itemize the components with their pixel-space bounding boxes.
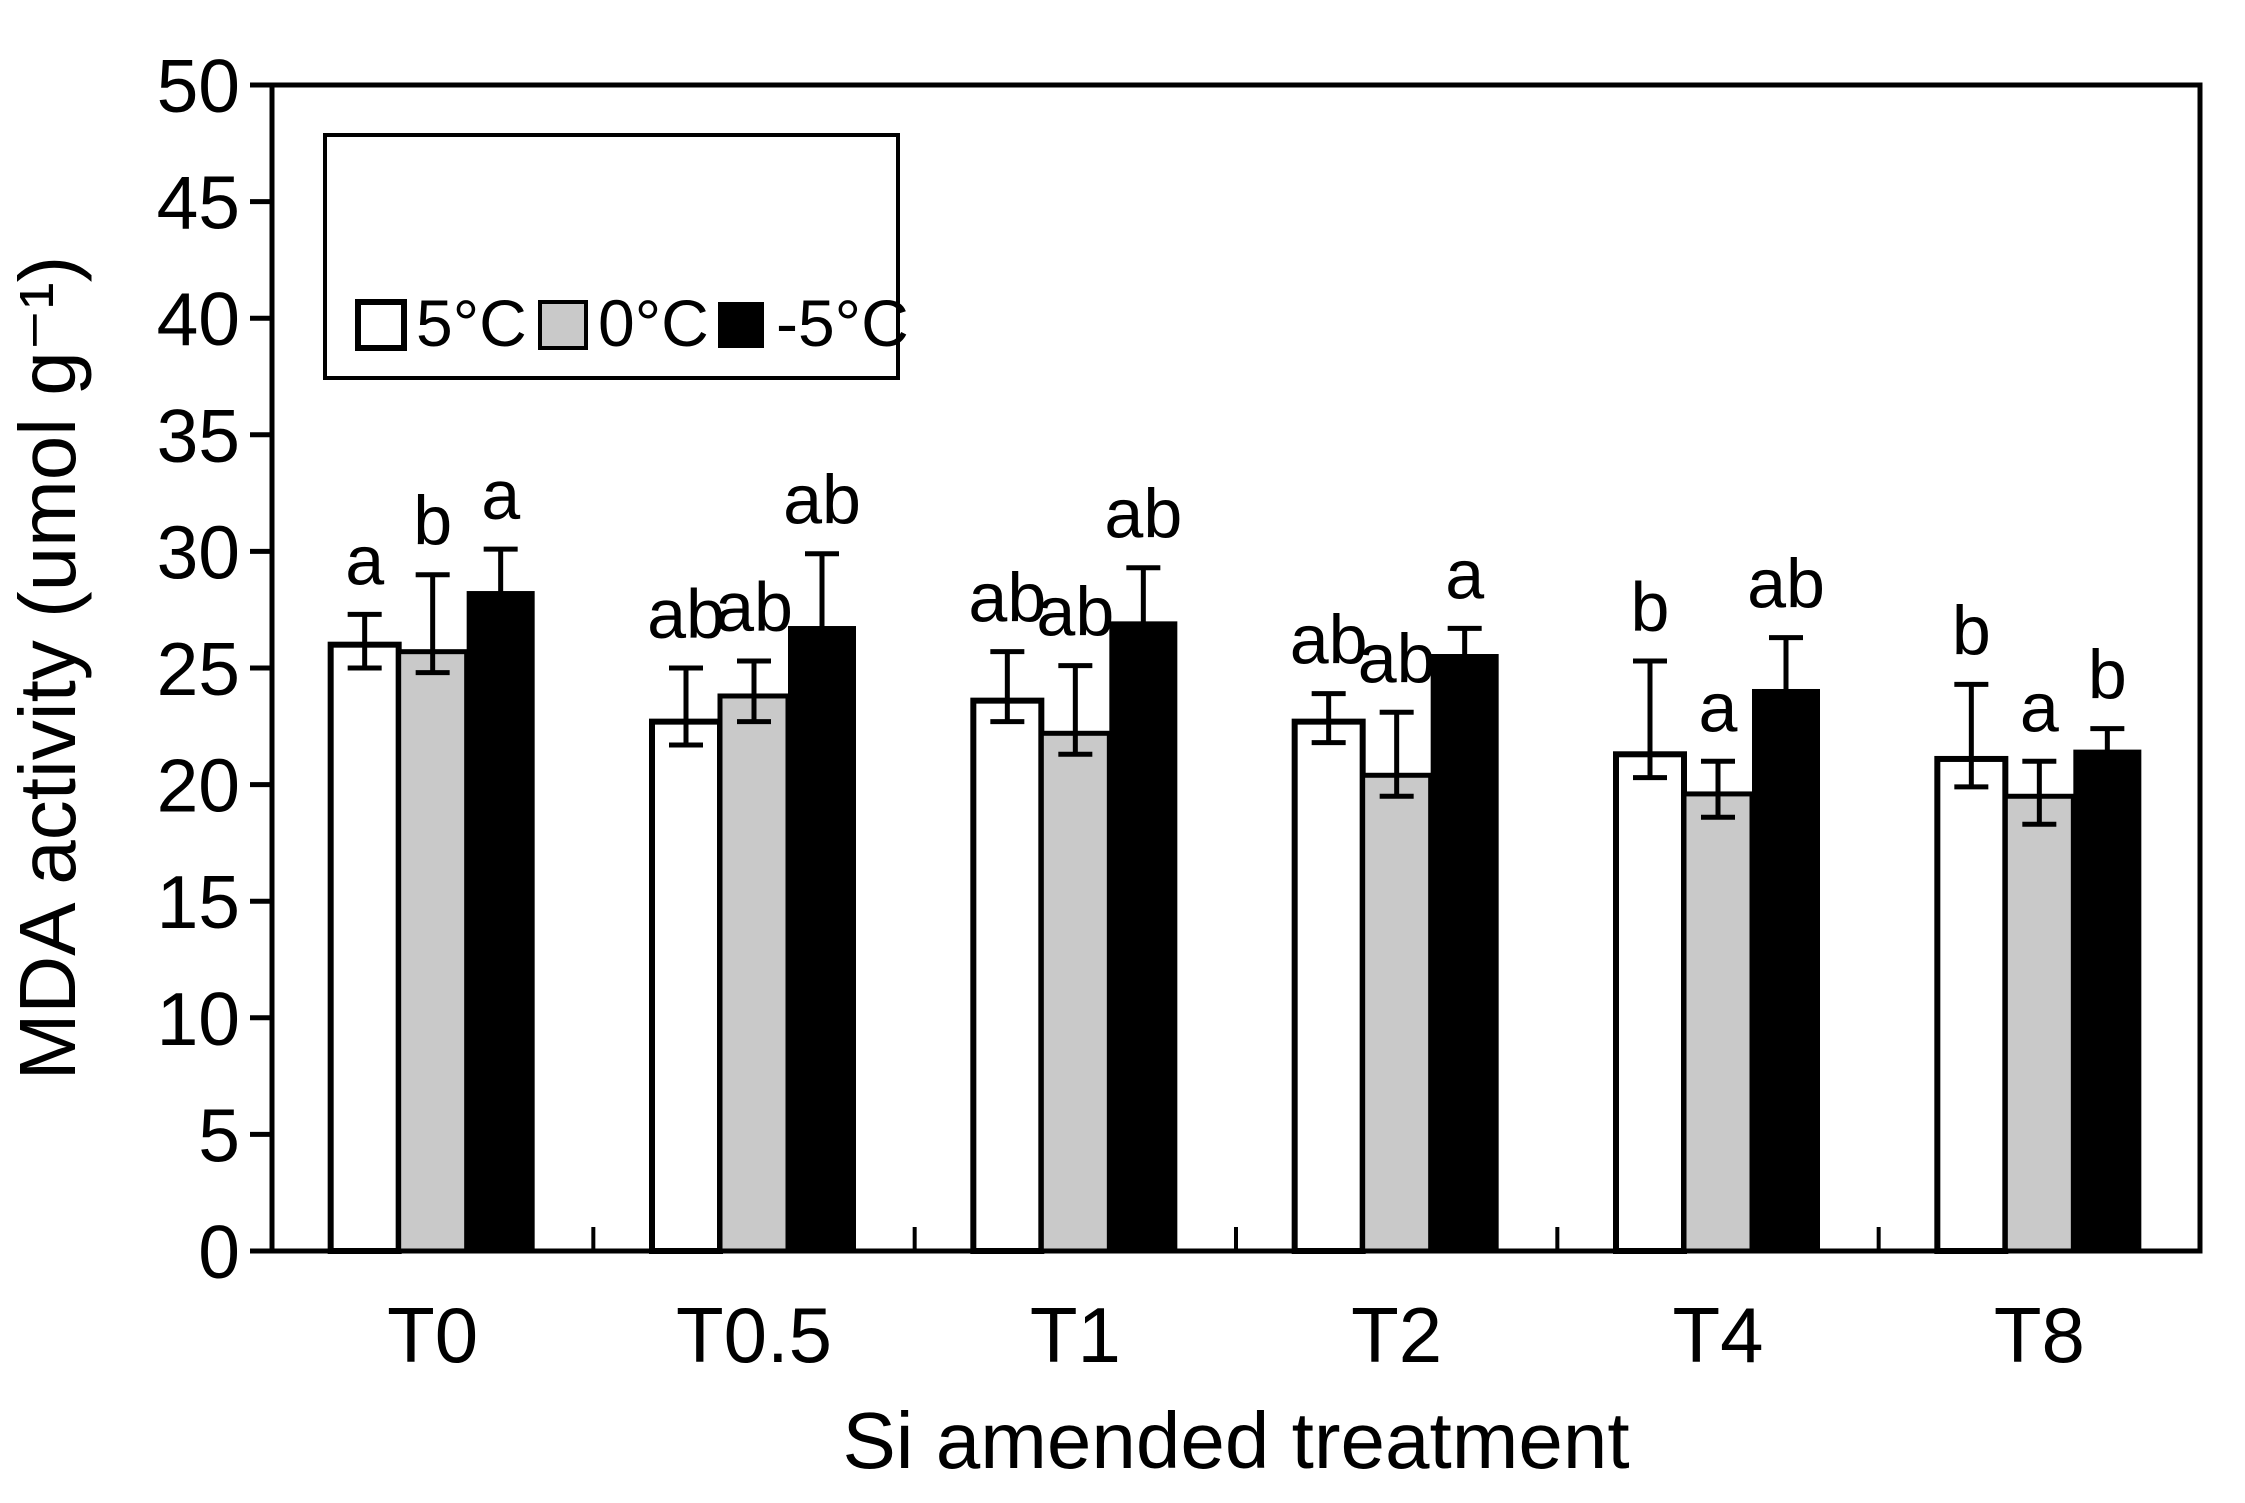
legend-swatch-5°C — [355, 299, 407, 351]
sig-letter--5°C-T1: ab — [1104, 475, 1182, 553]
legend-box — [323, 133, 900, 380]
x-tick-label: T0 — [387, 1291, 478, 1379]
bar-0°C-T0.5 — [717, 693, 791, 1254]
sig-letter-0°C-T4: a — [1699, 668, 1738, 746]
sig-letter--5°C-T8: b — [2088, 636, 2127, 714]
bar--5°C-T1 — [1109, 621, 1178, 1251]
sig-letter-5°C-T0.5: ab — [647, 575, 725, 653]
y-tick-label: 20 — [157, 744, 240, 828]
sig-letter--5°C-T4: ab — [1747, 545, 1825, 623]
bar-5°C-T8 — [1934, 755, 2009, 1254]
x-tick-label: T0.5 — [676, 1291, 832, 1379]
x-axis-category-labels: T0 T0.5 T1 T2 T4 T8 — [387, 1291, 2085, 1379]
sig-letter-0°C-T1: ab — [1036, 573, 1114, 651]
x-tick-label: T2 — [1351, 1291, 1442, 1379]
bar--5°C-T8 — [2073, 749, 2142, 1251]
x-axis-title: Si amended treatment — [842, 1396, 1629, 1485]
bar-5°C-T4 — [1613, 751, 1687, 1254]
legend-label--5°C: -5°C — [776, 286, 909, 360]
bar--5°C-T0.5 — [788, 626, 856, 1251]
sig-letter-5°C-T2: ab — [1290, 601, 1368, 679]
bar--5°C-T4 — [1752, 688, 1820, 1251]
y-tick-label: 30 — [157, 510, 240, 594]
y-tick-label: 25 — [157, 627, 240, 711]
y-tick-label: 15 — [157, 860, 240, 944]
y-tick-label: 0 — [198, 1210, 240, 1294]
bar--5°C-T0 — [466, 591, 535, 1251]
sig-letter--5°C-T0.5: ab — [783, 461, 861, 539]
sig-letter-0°C-T0.5: ab — [715, 568, 793, 646]
legend-items: 5°C 0°C -5°C — [355, 286, 909, 360]
legend: 5°C 0°C -5°C — [323, 133, 909, 380]
sig-letter-5°C-T4: b — [1631, 568, 1670, 646]
y-axis-ticks: 0 5 10 15 20 25 30 35 40 45 50 — [157, 44, 272, 1294]
y-tick-label: 45 — [157, 161, 240, 245]
legend-swatch--5°C — [718, 302, 764, 348]
sig-letter-5°C-T8: b — [1952, 591, 1991, 669]
legend-swatch-0°C — [538, 300, 588, 350]
y-tick-label: 40 — [157, 277, 240, 361]
y-axis-title: MDA activity (umol g⁻¹) — [3, 256, 92, 1081]
sig-letter-5°C-T0: a — [345, 521, 384, 599]
bars — [327, 591, 2142, 1254]
bar--5°C-T2 — [1430, 654, 1499, 1251]
sig-letter--5°C-T0: a — [481, 456, 520, 534]
legend-label-5°C: 5°C — [416, 286, 527, 360]
error-bars — [347, 546, 2125, 827]
y-tick-label: 35 — [157, 394, 240, 478]
sig-letter-0°C-T8: a — [2020, 668, 2059, 746]
sig-letter-0°C-T2: ab — [1358, 619, 1436, 697]
legend-label-0°C: 0°C — [598, 286, 709, 360]
bar-5°C-T0.5 — [649, 718, 723, 1254]
x-tick-label: T4 — [1672, 1291, 1763, 1379]
plot-area-border — [269, 82, 2203, 1254]
x-tick-label: T1 — [1030, 1291, 1121, 1379]
bar-0°C-T4 — [1681, 791, 1755, 1254]
bar-0°C-T8 — [2002, 793, 2076, 1254]
y-tick-label: 5 — [198, 1093, 240, 1177]
bar-5°C-T0 — [327, 641, 402, 1254]
x-axis-group-ticks — [591, 1227, 1881, 1251]
sig-letter-0°C-T0: b — [413, 482, 452, 560]
y-tick-label: 10 — [157, 977, 240, 1061]
bar-0°C-T0 — [396, 649, 470, 1254]
sig-letter-5°C-T1: ab — [968, 559, 1046, 637]
x-tick-label: T8 — [1994, 1291, 2085, 1379]
bar-0°C-T2 — [1360, 772, 1434, 1254]
bar-5°C-T1 — [970, 697, 1045, 1254]
y-tick-label: 50 — [157, 44, 240, 128]
bar-0°C-T1 — [1038, 730, 1112, 1254]
bar-5°C-T2 — [1291, 718, 1366, 1254]
sig-letter--5°C-T2: a — [1445, 535, 1484, 613]
